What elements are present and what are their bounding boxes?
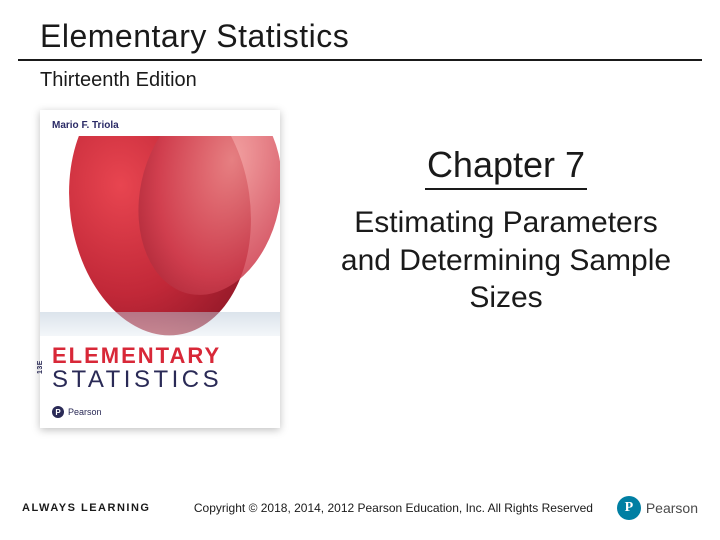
- water-reflection: [40, 312, 280, 336]
- chapter-block: Chapter 7 Estimating Parameters and Dete…: [310, 110, 702, 428]
- pearson-logo-icon: P: [617, 496, 641, 520]
- cover-publisher-icon: P: [52, 406, 64, 418]
- title-bar: Elementary Statistics: [18, 0, 702, 61]
- cover-publisher: P Pearson: [52, 406, 102, 418]
- tagline: ALWAYS LEARNING: [22, 502, 170, 514]
- cover-publisher-text: Pearson: [68, 407, 102, 417]
- pearson-logo-text: Pearson: [646, 500, 698, 516]
- cover-art: [40, 136, 280, 336]
- copyright-text: Copyright © 2018, 2014, 2012 Pearson Edu…: [170, 501, 617, 515]
- cover-title-block: ELEMENTARY STATISTICS: [52, 345, 268, 392]
- content-area: Mario F. Triola 13E ELEMENTARY STATISTIC…: [0, 92, 720, 428]
- chapter-heading: Chapter 7: [425, 144, 587, 190]
- chapter-description: Estimating Parameters and Determining Sa…: [310, 204, 702, 317]
- cover-title-line2: STATISTICS: [52, 367, 268, 392]
- cover-edition-tag: 13E: [37, 360, 44, 374]
- main-title: Elementary Statistics: [40, 18, 680, 55]
- footer: ALWAYS LEARNING Copyright © 2018, 2014, …: [0, 496, 720, 520]
- edition-subtitle: Thirteenth Edition: [18, 61, 702, 92]
- book-cover: Mario F. Triola 13E ELEMENTARY STATISTIC…: [40, 110, 280, 428]
- cover-title-line1: ELEMENTARY: [52, 345, 268, 367]
- cover-author: Mario F. Triola: [52, 120, 119, 131]
- pearson-logo: P Pearson: [617, 496, 698, 520]
